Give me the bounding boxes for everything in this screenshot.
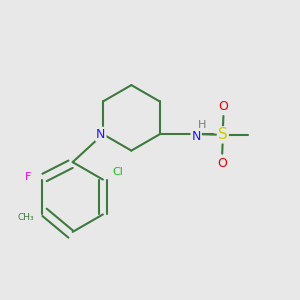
Text: CH₃: CH₃ <box>17 213 34 222</box>
Text: O: O <box>217 157 227 169</box>
Text: Cl: Cl <box>112 167 124 177</box>
Text: N: N <box>96 128 106 141</box>
Text: N: N <box>191 130 201 143</box>
Text: O: O <box>218 100 228 113</box>
Text: F: F <box>25 172 31 182</box>
Text: H: H <box>197 119 206 130</box>
Text: S: S <box>218 127 228 142</box>
